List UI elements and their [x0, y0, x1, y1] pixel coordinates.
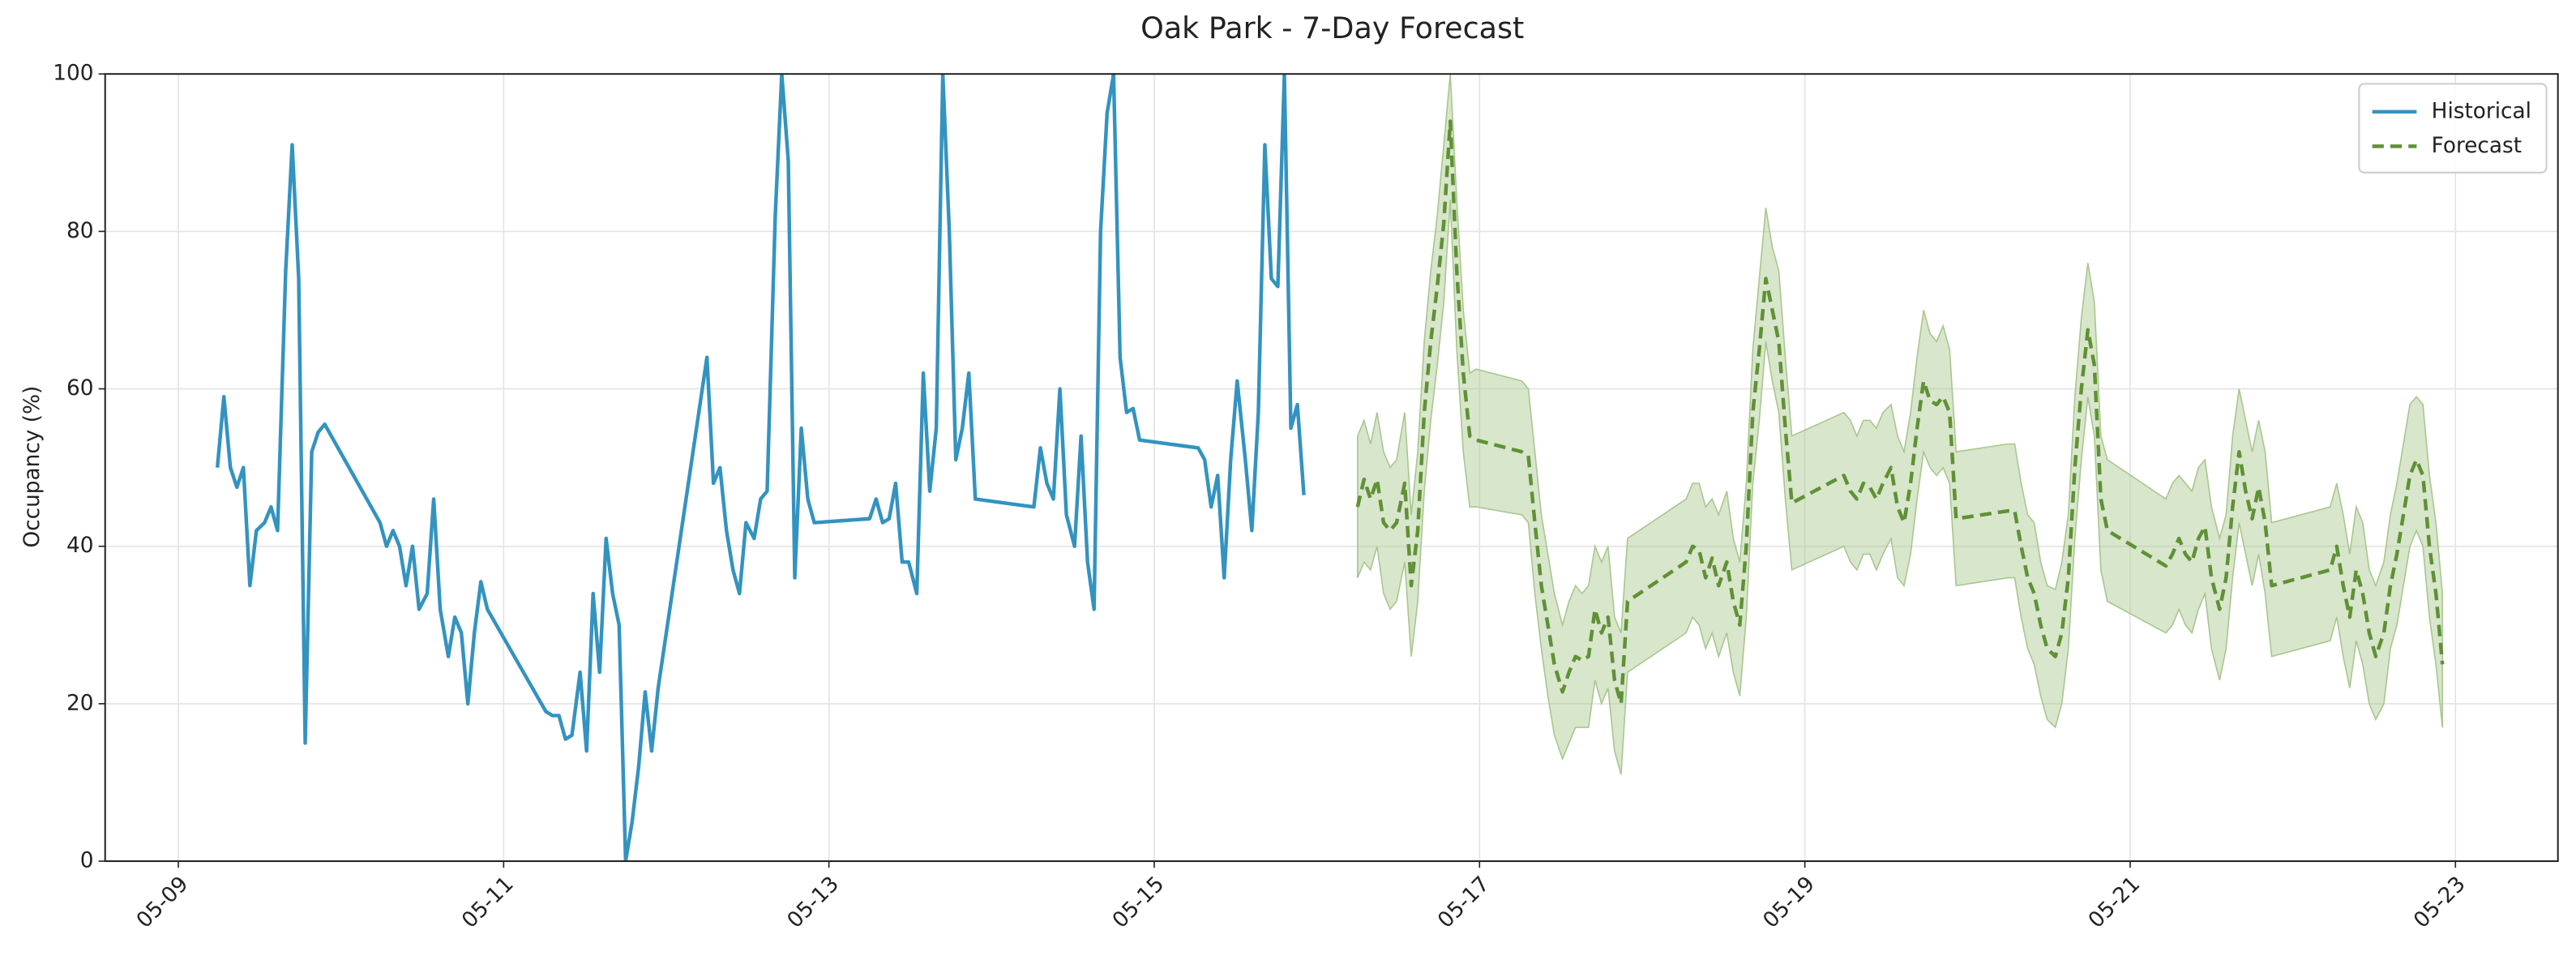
x-tick-label: 05-17: [1433, 872, 1494, 932]
legend-label: Historical: [2432, 99, 2531, 123]
x-tick-label: 05-21: [2084, 872, 2145, 932]
series-line: [1355, 119, 2445, 706]
y-axis-label: Occupancy (%): [20, 386, 45, 548]
y-tick-label: 80: [66, 219, 94, 243]
confidence-band: [1357, 74, 2444, 775]
x-tick-label: 05-19: [1759, 872, 1820, 932]
chart-title: Oak Park - 7-Day Forecast: [1140, 11, 1524, 45]
x-tick-label: 05-23: [2409, 872, 2470, 932]
x-tick-label: 05-15: [1108, 872, 1169, 932]
y-tick-label: 40: [66, 534, 94, 558]
legend-label: Forecast: [2432, 134, 2522, 158]
x-tick-label: 05-11: [457, 872, 518, 932]
x-tick-label: 05-09: [132, 872, 193, 932]
y-tick-label: 100: [53, 62, 93, 86]
legend: Historical Forecast: [2358, 83, 2548, 174]
y-tick-label: 60: [66, 376, 94, 401]
series-line: [215, 74, 1306, 862]
x-tick-label: 05-13: [783, 872, 844, 932]
legend-box: [2358, 83, 2548, 174]
y-tick-label: 20: [66, 691, 94, 715]
plot-frame: [104, 73, 2559, 863]
y-tick-label: 0: [80, 849, 94, 873]
